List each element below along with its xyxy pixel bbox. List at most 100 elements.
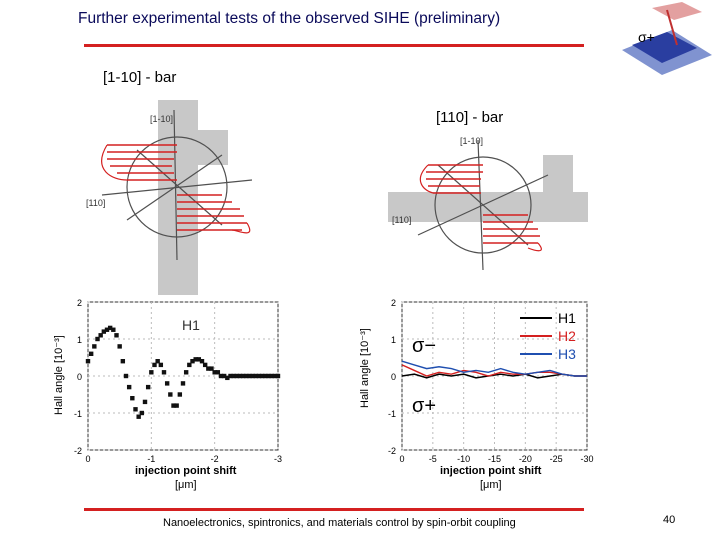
axis-label-left: [110]: [392, 215, 411, 225]
data-point: [206, 366, 211, 371]
data-point: [120, 359, 126, 364]
data-point: [107, 325, 113, 331]
x-tick-label: -10: [457, 454, 470, 464]
data-point: [209, 366, 214, 371]
data-point: [111, 327, 116, 332]
data-point: [114, 333, 119, 338]
data-point: [95, 336, 100, 342]
data-point: [126, 384, 132, 390]
axis-label-top: [1-10]: [150, 114, 173, 124]
chart-annotation-sigma-minus: σ−: [412, 335, 436, 357]
y-tick-label: 2: [391, 298, 396, 308]
series-h1: [85, 325, 281, 419]
data-point: [263, 373, 268, 379]
y-tick-label: 1: [77, 335, 82, 345]
x-tick-label: -5: [429, 454, 437, 464]
bar-shape: [158, 100, 198, 295]
data-point: [155, 359, 160, 364]
data-point: [225, 375, 230, 381]
data-point: [139, 410, 145, 416]
data-point: [174, 403, 179, 408]
footer-divider: [84, 508, 584, 511]
data-point: [253, 373, 259, 379]
x-axis-label: injection point shift: [440, 465, 542, 477]
data-point: [218, 373, 224, 379]
y-tick-label: 2: [77, 298, 82, 308]
x-tick-label: -2: [211, 454, 219, 464]
bar-shape: [388, 192, 588, 222]
x-tick-label: -25: [550, 454, 563, 464]
spin-arrows-right: [426, 164, 540, 244]
data-point: [228, 373, 233, 379]
axis-label-top: [1-10]: [460, 136, 483, 146]
data-point: [196, 357, 202, 362]
bar-label-1-10: [1-10] - bar: [103, 69, 177, 86]
series-line-h3: [401, 360, 587, 377]
data-point: [212, 370, 217, 375]
data-point: [164, 381, 170, 386]
data-point: [149, 370, 154, 375]
data-point: [133, 407, 138, 412]
data-point: [168, 392, 173, 397]
chart-annotation-h1: H1: [182, 317, 200, 333]
footer-text: Nanoelectronics, spintronics, and materi…: [163, 517, 516, 529]
data-point: [92, 344, 97, 349]
data-point: [190, 359, 195, 364]
data-point: [136, 414, 141, 419]
slide-title: Further experimental tests of the observ…: [78, 10, 501, 27]
data-point: [98, 333, 103, 338]
x-tick-label: 0: [85, 454, 90, 464]
data-point: [250, 373, 255, 379]
data-point: [183, 370, 189, 375]
diagram-1-10-bar: [1-10] [110]: [86, 100, 253, 295]
data-point: [123, 373, 129, 379]
data-point: [88, 351, 94, 356]
chart-annotation-sigma-plus: σ+: [412, 395, 436, 417]
y-tick-label: -1: [74, 409, 82, 419]
y-tick-label: -1: [388, 409, 396, 419]
data-point: [101, 329, 107, 334]
axis-label-left: [110]: [86, 198, 105, 208]
page-number: 40: [663, 514, 676, 526]
x-tick-label: -3: [274, 454, 282, 464]
chart-legend: H1 H2 H3: [520, 310, 576, 362]
diagram-110-bar: [1-10] [110]: [388, 136, 588, 271]
x-tick-label: 0: [399, 454, 404, 464]
series-line-h2: [401, 364, 587, 377]
data-point: [193, 357, 198, 362]
x-tick-label: -15: [488, 454, 501, 464]
data-point: [269, 373, 274, 379]
data-point: [275, 373, 281, 379]
data-point: [158, 362, 164, 368]
bar-label-110: [110] - bar: [436, 109, 504, 126]
data-point: [199, 359, 205, 364]
bar-side-patch: [198, 130, 228, 165]
y-axis-label: Hall angle [10⁻³]: [53, 335, 65, 415]
data-point: [85, 359, 91, 364]
data-point: [180, 381, 186, 386]
y-tick-label: 0: [77, 372, 82, 382]
chart-h1: 210-1-20 -1 -2 -3 H1 injection point shift …: [53, 298, 282, 491]
data-point: [221, 373, 227, 379]
data-point: [272, 373, 278, 379]
data-point: [130, 396, 135, 401]
y-axis-label: Hall angle [10⁻³]: [359, 328, 371, 408]
data-point: [187, 362, 192, 368]
legend-label-h2: H2: [558, 328, 576, 344]
x-tick-label: -30: [580, 454, 593, 464]
y-tick-label: -2: [74, 446, 82, 456]
legend-label-h3: H3: [558, 346, 576, 362]
y-tick-label: 1: [391, 335, 396, 345]
series-line-h1: [401, 373, 587, 379]
data-point: [161, 370, 167, 375]
x-axis-label: injection point shift: [135, 465, 237, 477]
sigma-plus-label: σ+: [638, 29, 655, 45]
data-point: [237, 373, 243, 379]
data-point: [256, 373, 262, 379]
data-point: [266, 373, 271, 379]
data-point: [231, 373, 236, 379]
x-tick-label: -1: [147, 454, 155, 464]
data-point: [247, 373, 252, 379]
legend-label-h1: H1: [558, 310, 576, 326]
